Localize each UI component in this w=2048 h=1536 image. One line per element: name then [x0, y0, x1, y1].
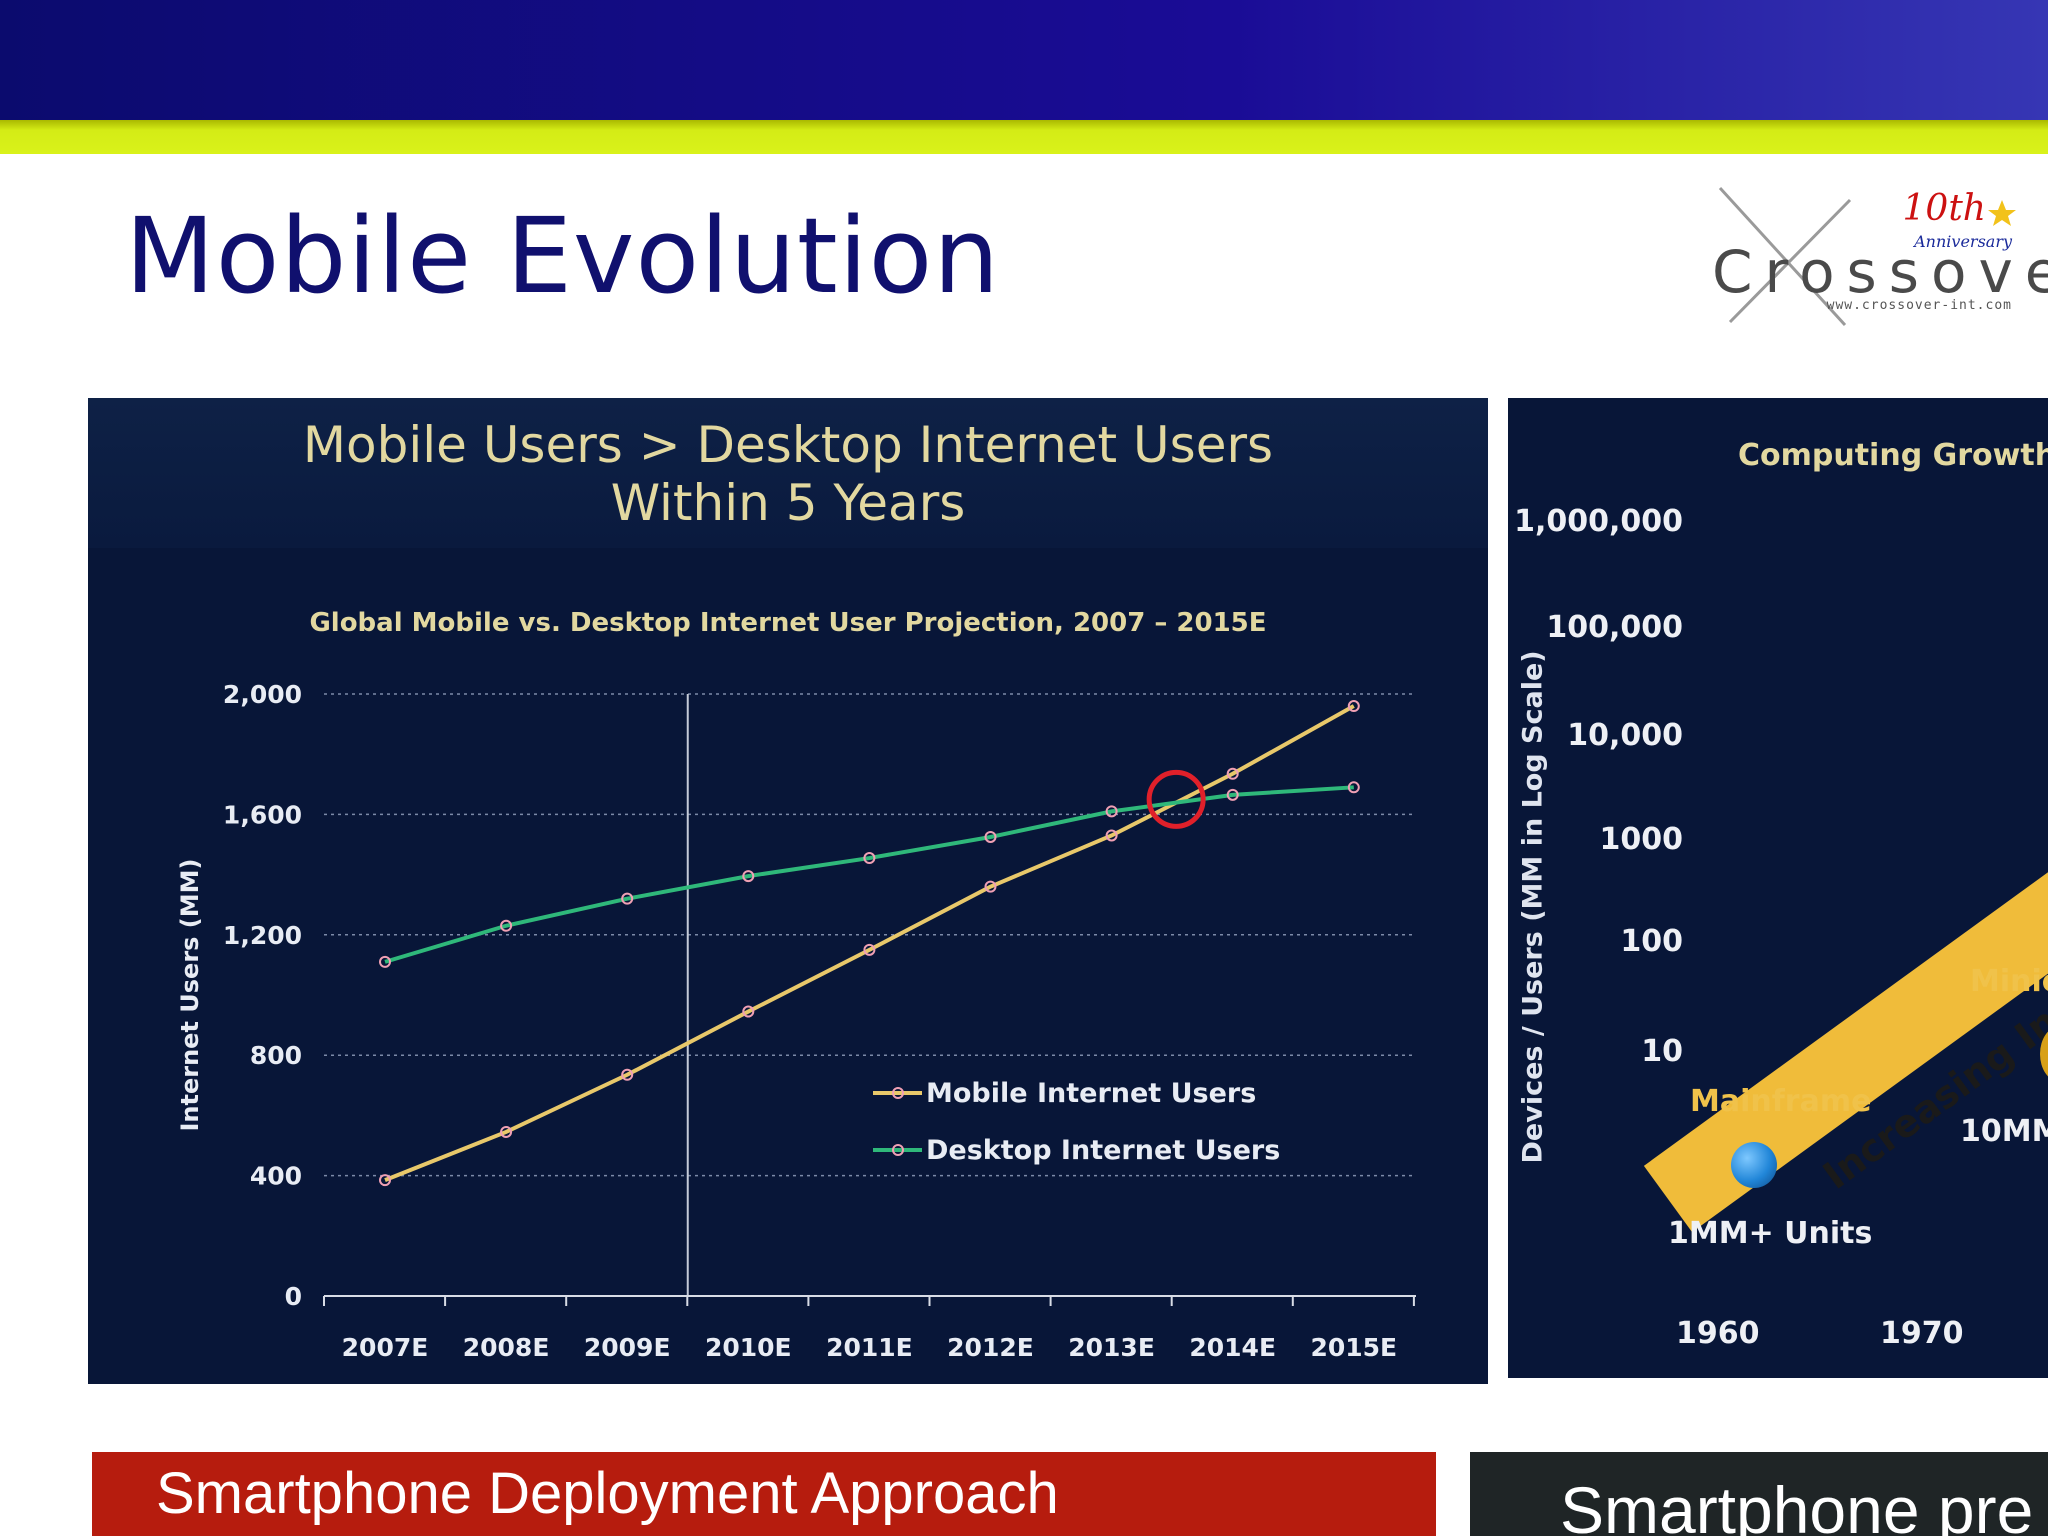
x-tick-label: 2009E [584, 1333, 671, 1362]
smartphone-panel-title: Smartphone pre [1560, 1473, 2034, 1536]
minicomputer-units: 10MM [1960, 1114, 2048, 1149]
chart-title: Global Mobile vs. Desktop Internet User … [309, 608, 1267, 638]
mobile-vs-desktop-panel: Mobile Users > Desktop Internet Users Wi… [88, 398, 1488, 1384]
log-tick-10000: 10,000 [1567, 718, 1683, 753]
crossover-logo: 10th Anniversary Crossover www.crossover… [1700, 180, 2048, 330]
x-tick-1960: 1960 [1676, 1316, 1760, 1351]
legend-label-desktop-users: Desktop Internet Users [926, 1135, 1280, 1166]
mobile-users-point [1105, 829, 1118, 842]
desktop-users-point [742, 870, 755, 883]
smartphone-panel: Smartphone pre [1470, 1452, 2048, 1536]
log-tick-1000: 1000 [1599, 822, 1684, 857]
logo-anniversary: Anniversary [1914, 232, 2012, 251]
crossover-highlight [1146, 769, 1206, 829]
desktop-users-line [384, 785, 1354, 964]
minicomputer-marker [2040, 1026, 2048, 1082]
x-tick-label: 2013E [1068, 1333, 1155, 1362]
logo-wordmark: Crossover [1712, 238, 2048, 306]
x-tick-1970: 1970 [1880, 1316, 1964, 1351]
legend-label-mobile-users: Mobile Internet Users [926, 1078, 1256, 1109]
mainframe-units: 1MM+ Units [1668, 1216, 1873, 1251]
x-tick-label: 2015E [1310, 1333, 1397, 1362]
y-tick-label: 1,200 [223, 921, 302, 950]
mobile-users-point [863, 943, 876, 956]
legend-marker-desktop-users [892, 1144, 904, 1156]
mainframe-marker [1731, 1142, 1777, 1188]
x-tick-label: 2008E [463, 1333, 550, 1362]
accent-stripe [0, 120, 2048, 154]
mobile-users-point [500, 1125, 513, 1138]
desktop-users-point [621, 892, 634, 905]
user-projection-chart: 0 400 800 1,200 1,600 2,000 2007E 2008E 2009E 201… [176, 680, 1416, 1362]
logo-url: www.crossover-int.com [1826, 298, 2012, 313]
desktop-users-point [1226, 788, 1239, 801]
computing-growth-panel: Computing Growth Devices / Users (MM in … [1508, 398, 2048, 1378]
slide-title: Mobile Evolution [125, 195, 1001, 317]
panel-title-line2: Within 5 Years [610, 474, 966, 532]
log-tick-100000: 100,000 [1546, 610, 1683, 645]
desktop-users-point [1105, 805, 1118, 818]
y-tick-label: 2,000 [223, 680, 302, 709]
y-tick-label: 400 [250, 1162, 302, 1191]
mobile-users-point [621, 1068, 634, 1081]
desktop-users-point [984, 830, 997, 843]
y-tick-label: 800 [250, 1041, 302, 1070]
logo-cross-icon [1718, 186, 2016, 327]
x-tick-label: 2010E [705, 1333, 792, 1362]
mobile-users-point [1347, 700, 1360, 713]
smartphone-deployment-title: Smartphone Deployment Approach [156, 1461, 1059, 1526]
mobile-users-point [379, 1174, 391, 1187]
logo-tenth: 10th [1902, 188, 1986, 229]
legend-marker-mobile-users [892, 1087, 904, 1099]
log-tick-10: 10 [1641, 1034, 1683, 1069]
mobile-users-point [984, 880, 997, 893]
panel-header [88, 398, 1488, 548]
x-tick-label: 2011E [826, 1333, 913, 1362]
x-tick-label: 2014E [1189, 1333, 1276, 1362]
panel-title-line1: Mobile Users > Desktop Internet Users [302, 416, 1274, 474]
mainframe-label: Mainframe [1690, 1084, 1872, 1119]
top-banner [0, 0, 2048, 120]
x-tick-label: 2012E [947, 1333, 1034, 1362]
log-tick-100: 100 [1620, 924, 1683, 959]
mobile-users-point [1226, 767, 1239, 780]
y-tick-label: 0 [285, 1282, 302, 1311]
y-tick-label: 1,600 [223, 800, 302, 829]
desktop-users-point [379, 955, 391, 968]
y-axis-label: Internet Users (MM) [176, 858, 204, 1131]
desktop-users-point [1347, 781, 1360, 794]
log-tick-1000000: 1,000,000 [1514, 504, 1683, 539]
minicomputer-label: Minic [1970, 964, 2048, 999]
x-tick-label: 2007E [342, 1333, 429, 1362]
mobile-users-line [384, 704, 1355, 1182]
computing-growth-title: Computing Growth [1738, 438, 2048, 473]
desktop-users-point [500, 919, 513, 932]
smartphone-deployment-panel: Smartphone Deployment Approach [92, 1452, 1436, 1536]
mobile-users-point [742, 1005, 755, 1018]
desktop-users-point [863, 852, 876, 865]
